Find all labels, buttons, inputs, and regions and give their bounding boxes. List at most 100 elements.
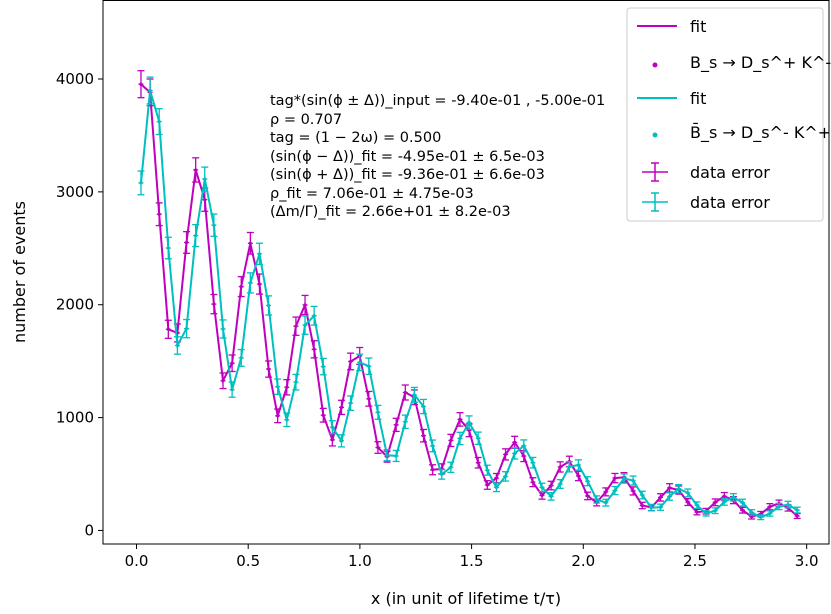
data-point xyxy=(139,181,143,185)
data-point xyxy=(631,489,635,493)
data-point xyxy=(184,327,189,331)
y-tick-label: 0 xyxy=(84,521,94,539)
data-point xyxy=(266,303,271,308)
data-point xyxy=(458,436,462,441)
data-point xyxy=(640,503,644,508)
data-point xyxy=(239,356,243,360)
plot-frame xyxy=(102,0,830,545)
data-point xyxy=(139,82,143,86)
data-point xyxy=(458,417,462,422)
data-point xyxy=(786,502,790,507)
legend-item: fit xyxy=(637,89,706,108)
data-point xyxy=(348,401,353,405)
data-point xyxy=(285,385,289,389)
data-point xyxy=(503,474,508,478)
data-point xyxy=(649,506,653,510)
data-point xyxy=(604,490,608,494)
annotation-line: tag = (1 − 2ω) = 0.500 xyxy=(270,130,441,146)
data-point-errorbar xyxy=(511,447,519,460)
annotation-line: (sin(ϕ − Δ))_fit = -4.95e-01 ± 6.5e-03 xyxy=(270,149,545,165)
data-point xyxy=(376,445,380,450)
series-layer xyxy=(137,70,801,521)
data-point xyxy=(476,461,480,465)
x-tick-label: 1.5 xyxy=(460,552,484,570)
data-point xyxy=(503,452,508,456)
data-point xyxy=(522,444,526,448)
data-point xyxy=(558,465,562,469)
data-point xyxy=(212,223,216,227)
data-point xyxy=(385,453,389,457)
data-point xyxy=(394,454,398,458)
data-point xyxy=(303,323,307,327)
data-point xyxy=(348,359,353,364)
legend-errorbar-swatch xyxy=(642,162,668,182)
data-point-errorbar xyxy=(611,485,619,496)
data-point xyxy=(276,385,280,389)
data-point xyxy=(613,476,617,480)
x-tick-label: 0.0 xyxy=(125,552,149,570)
data-point xyxy=(759,515,763,519)
annotation-block: tag*(sin(ϕ ± Δ))_input = -9.40e-01 , -5.… xyxy=(270,93,605,220)
legend-label: data error xyxy=(690,163,770,182)
legend-item: B_s → D_s^+ K^- xyxy=(652,53,831,73)
data-point xyxy=(585,494,590,498)
data-point xyxy=(740,501,745,505)
data-point xyxy=(750,515,754,519)
data-point xyxy=(631,478,635,483)
data-point xyxy=(677,487,681,491)
data-point xyxy=(540,485,544,490)
annotation-line: (sin(ϕ + Δ))_fit = -9.36e-01 ± 6.6e-03 xyxy=(270,167,545,183)
data-point xyxy=(795,508,799,512)
data-point xyxy=(695,503,699,507)
data-point xyxy=(157,212,161,216)
data-point xyxy=(722,494,726,498)
legend: fit B_s → D_s^+ K^- fit B̄_s → D_s^- K^+ dat… xyxy=(626,7,831,222)
data-point xyxy=(667,486,672,490)
data-point xyxy=(266,367,271,371)
data-point xyxy=(449,465,453,469)
x-tick-label: 2.5 xyxy=(683,552,707,570)
legend-dot-swatch xyxy=(652,62,658,68)
data-point xyxy=(203,177,207,181)
data-point xyxy=(713,509,717,513)
data-point xyxy=(230,361,234,365)
data-point xyxy=(403,420,407,424)
data-point xyxy=(148,88,152,93)
annotation-line: tag*(sin(ϕ ± Δ))_input = -9.40e-01 , -5.… xyxy=(270,93,605,109)
data-point xyxy=(585,479,590,483)
y-tick-label: 4000 xyxy=(56,70,94,88)
legend-item: B̄_s → D_s^- K^+ xyxy=(652,123,831,143)
data-point xyxy=(604,501,608,505)
legend-label: B̄_s → D_s^- K^+ xyxy=(690,123,831,143)
data-point xyxy=(476,436,480,440)
data-point xyxy=(667,494,672,499)
x-tick-label: 2.0 xyxy=(571,552,595,570)
y-tick-label: 1000 xyxy=(56,409,94,427)
data-point xyxy=(768,505,772,509)
data-point xyxy=(613,488,617,493)
data-point xyxy=(576,463,581,467)
data-point xyxy=(239,284,243,289)
data-point xyxy=(576,474,581,478)
data-point xyxy=(449,438,453,443)
data-point xyxy=(276,414,280,418)
data-point xyxy=(367,364,371,368)
data-point xyxy=(166,246,170,250)
data-point xyxy=(376,410,380,414)
data-point xyxy=(339,439,344,443)
data-point xyxy=(212,302,216,306)
data-point xyxy=(312,347,316,351)
data-point xyxy=(294,380,298,384)
data-point xyxy=(485,468,489,472)
data-point xyxy=(722,500,726,504)
data-point xyxy=(175,343,180,348)
data-point xyxy=(194,233,198,238)
data-point xyxy=(777,504,781,509)
annotation-line: ρ = 0.707 xyxy=(270,112,342,128)
data-point xyxy=(549,494,553,498)
data-point xyxy=(540,493,544,497)
data-point xyxy=(795,514,799,518)
data-point xyxy=(440,472,444,476)
data-point xyxy=(394,423,398,427)
data-point xyxy=(531,461,535,465)
